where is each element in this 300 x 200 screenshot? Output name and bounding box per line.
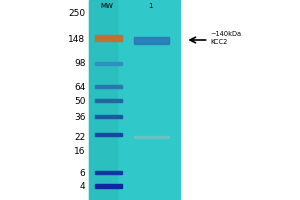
Bar: [134, 136, 169, 138]
Text: 148: 148: [68, 34, 86, 44]
Bar: [94, 85, 122, 88]
Text: ~140kDa
KCC2: ~140kDa KCC2: [210, 31, 241, 45]
Text: 22: 22: [74, 132, 85, 142]
Bar: [88, 0, 117, 200]
Text: 250: 250: [68, 8, 86, 18]
Text: 1: 1: [148, 3, 152, 9]
Text: 6: 6: [80, 168, 86, 178]
Text: MW: MW: [100, 3, 113, 9]
Bar: [94, 133, 122, 136]
Bar: [94, 171, 122, 174]
Bar: [94, 99, 122, 102]
Bar: [94, 184, 122, 188]
Bar: [88, 0, 180, 200]
Bar: [94, 35, 122, 41]
Text: 36: 36: [74, 112, 85, 121]
Text: 64: 64: [74, 83, 85, 92]
Bar: [134, 37, 169, 44]
Bar: [94, 115, 122, 118]
Text: 98: 98: [74, 58, 85, 68]
Bar: [94, 62, 122, 65]
Text: 50: 50: [74, 97, 85, 106]
Text: 16: 16: [74, 146, 85, 156]
Text: 4: 4: [80, 182, 86, 191]
